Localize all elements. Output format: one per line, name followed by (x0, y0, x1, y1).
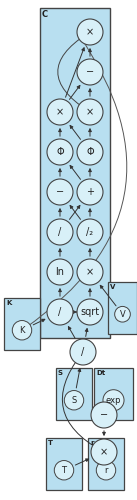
FancyBboxPatch shape (56, 368, 92, 420)
Text: Φ: Φ (56, 147, 64, 157)
Circle shape (47, 99, 73, 125)
Text: −: − (100, 410, 108, 420)
Text: Φ: Φ (86, 147, 94, 157)
Circle shape (47, 179, 73, 205)
Text: /₂: /₂ (86, 227, 94, 237)
Text: ×: × (100, 447, 108, 457)
Circle shape (77, 99, 103, 125)
FancyBboxPatch shape (108, 282, 137, 334)
Text: V: V (110, 284, 115, 290)
Circle shape (77, 299, 103, 325)
Circle shape (47, 139, 73, 165)
Circle shape (77, 259, 103, 285)
Text: V: V (120, 310, 125, 318)
Circle shape (77, 59, 103, 85)
Text: S: S (58, 370, 63, 376)
Text: /: / (58, 227, 62, 237)
Text: S: S (71, 396, 77, 404)
Circle shape (91, 402, 117, 428)
Circle shape (70, 339, 96, 365)
Text: K: K (6, 300, 11, 306)
Text: T: T (62, 466, 66, 474)
FancyBboxPatch shape (46, 438, 82, 490)
Circle shape (91, 439, 117, 465)
Text: T: T (48, 440, 53, 446)
Circle shape (64, 390, 84, 410)
Circle shape (96, 460, 116, 480)
Circle shape (77, 179, 103, 205)
Text: C: C (42, 10, 48, 19)
Circle shape (77, 139, 103, 165)
Text: r: r (90, 440, 93, 446)
Text: ×: × (86, 267, 94, 277)
Circle shape (12, 320, 32, 340)
Text: sqrt: sqrt (80, 307, 100, 317)
Text: ×: × (86, 107, 94, 117)
Circle shape (77, 19, 103, 45)
Circle shape (77, 219, 103, 245)
Text: /: / (81, 347, 85, 357)
Circle shape (47, 259, 73, 285)
Text: −: − (56, 187, 64, 197)
FancyBboxPatch shape (40, 8, 110, 338)
Circle shape (47, 299, 73, 325)
Text: −: − (86, 67, 94, 77)
Text: ×: × (86, 27, 94, 37)
Circle shape (103, 390, 124, 411)
Text: ×: × (56, 107, 64, 117)
Text: Dt: Dt (96, 370, 105, 376)
Text: exp: exp (106, 396, 121, 404)
Text: /: / (58, 307, 62, 317)
Text: ln: ln (55, 267, 65, 277)
Circle shape (47, 219, 73, 245)
Text: r: r (104, 466, 108, 474)
Circle shape (115, 306, 130, 322)
Text: +: + (86, 187, 94, 197)
FancyBboxPatch shape (94, 368, 133, 420)
Circle shape (54, 460, 74, 480)
Text: K: K (19, 326, 25, 334)
FancyBboxPatch shape (88, 438, 124, 490)
FancyBboxPatch shape (4, 298, 40, 350)
